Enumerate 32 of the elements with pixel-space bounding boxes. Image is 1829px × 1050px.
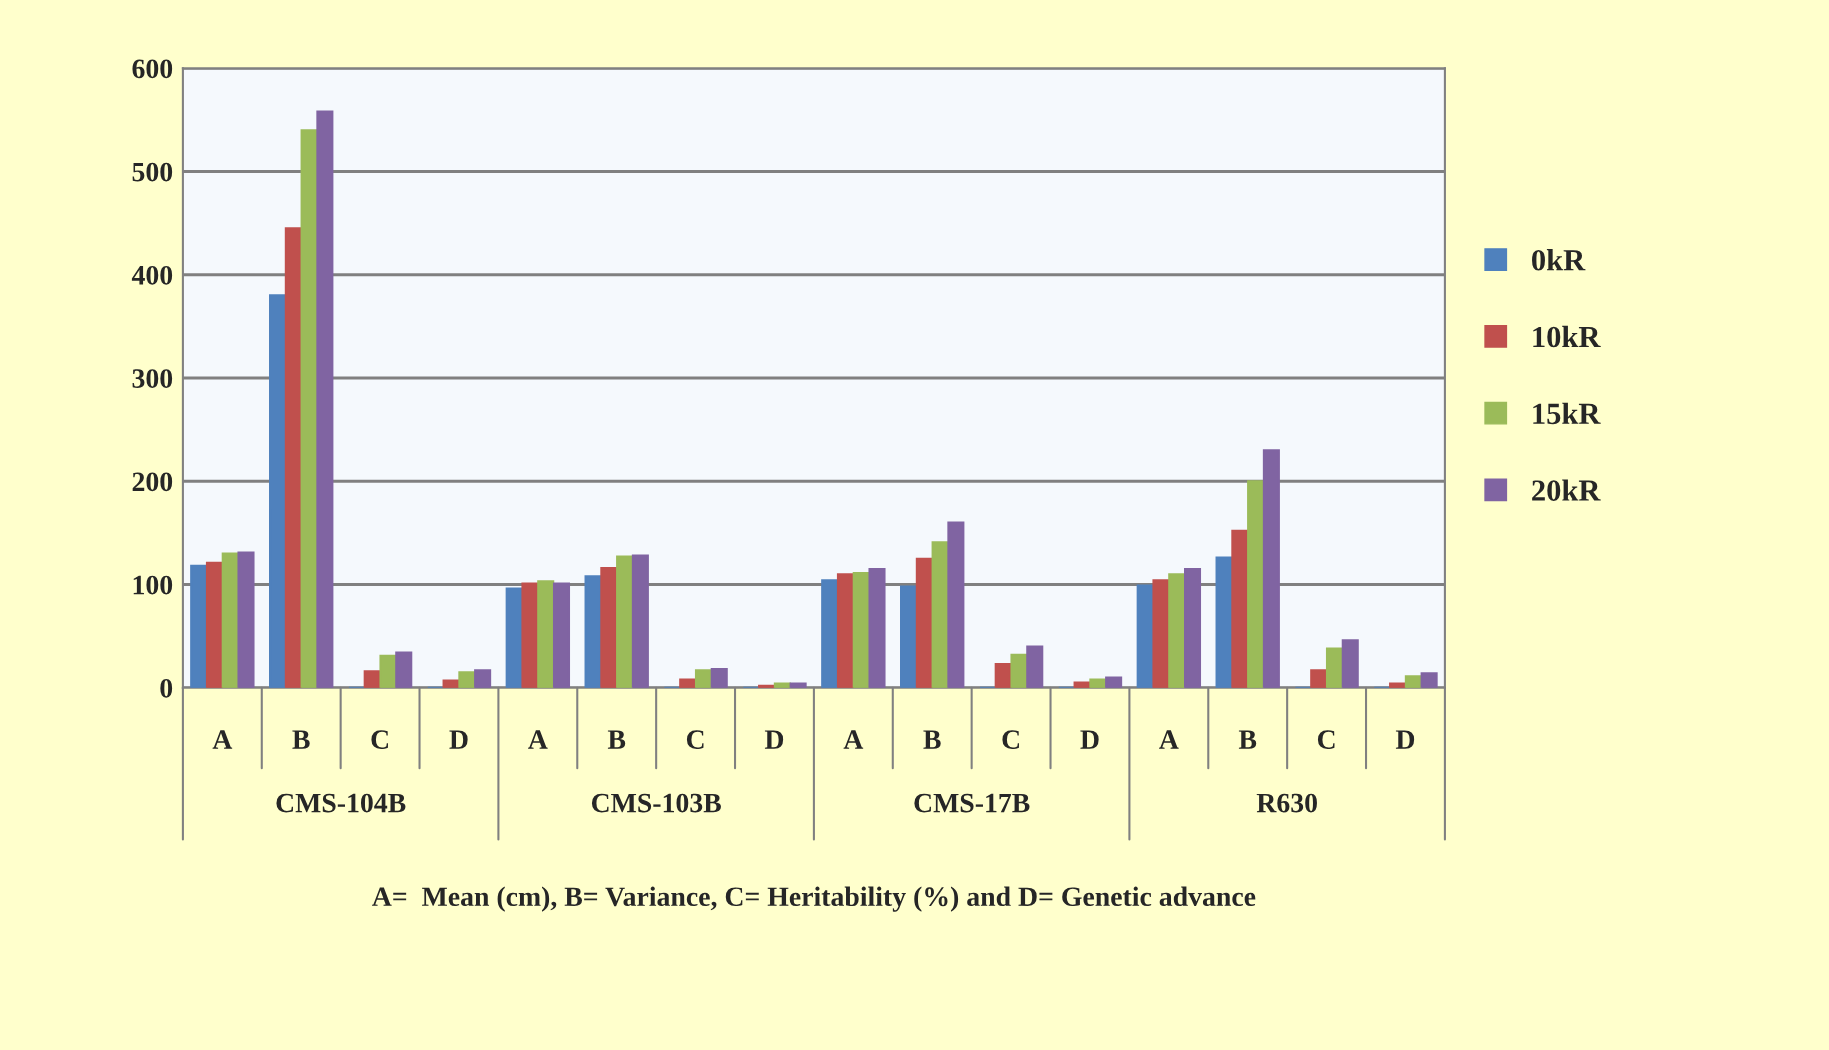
y-tick-label: 600 (132, 59, 173, 79)
x-tick-label: D (449, 730, 468, 749)
x-tick-label: B (292, 730, 310, 749)
legend-label: 10kR (1533, 325, 1601, 348)
x-tick-label: A (843, 730, 864, 749)
text: CMS-17B (914, 793, 1030, 813)
y-tick-label: 200 (132, 472, 173, 492)
x-tick-label: C (1317, 730, 1335, 749)
x-tick-label: A (1159, 730, 1179, 749)
x-tick-label: A (212, 730, 233, 749)
x-axis-title: A= Mean (cm), B= Variance, C= Heritability (%) and D= Genetic advance (372, 886, 1256, 912)
y-tick-label: 0 (160, 678, 173, 698)
text: CMS-103B (591, 793, 721, 813)
x-tick-label: D (1395, 730, 1415, 749)
x-tick-label: C (1002, 730, 1020, 749)
x-tick-label: B (923, 730, 941, 749)
y-tick-label: 300 (132, 369, 173, 388)
text: R630 (1256, 793, 1317, 813)
legend-label: 15kR (1533, 402, 1601, 425)
x-tick-label: D (1080, 730, 1099, 749)
legend-label: 0kR (1532, 249, 1586, 271)
y-tick-label: 400 (131, 265, 173, 285)
text: CMS-104B (276, 793, 406, 813)
legend-label: 20kR (1532, 479, 1601, 501)
y-tick-label: 500 (132, 162, 173, 182)
x-tick-label: D (764, 730, 784, 749)
x-tick-label: B (1238, 730, 1257, 749)
y-tick-label: 100 (133, 575, 173, 595)
x-tick-label: B (607, 730, 626, 749)
x-tick-label: C (686, 730, 704, 749)
x-tick-label: C (371, 730, 388, 749)
x-tick-label: A (528, 730, 548, 749)
